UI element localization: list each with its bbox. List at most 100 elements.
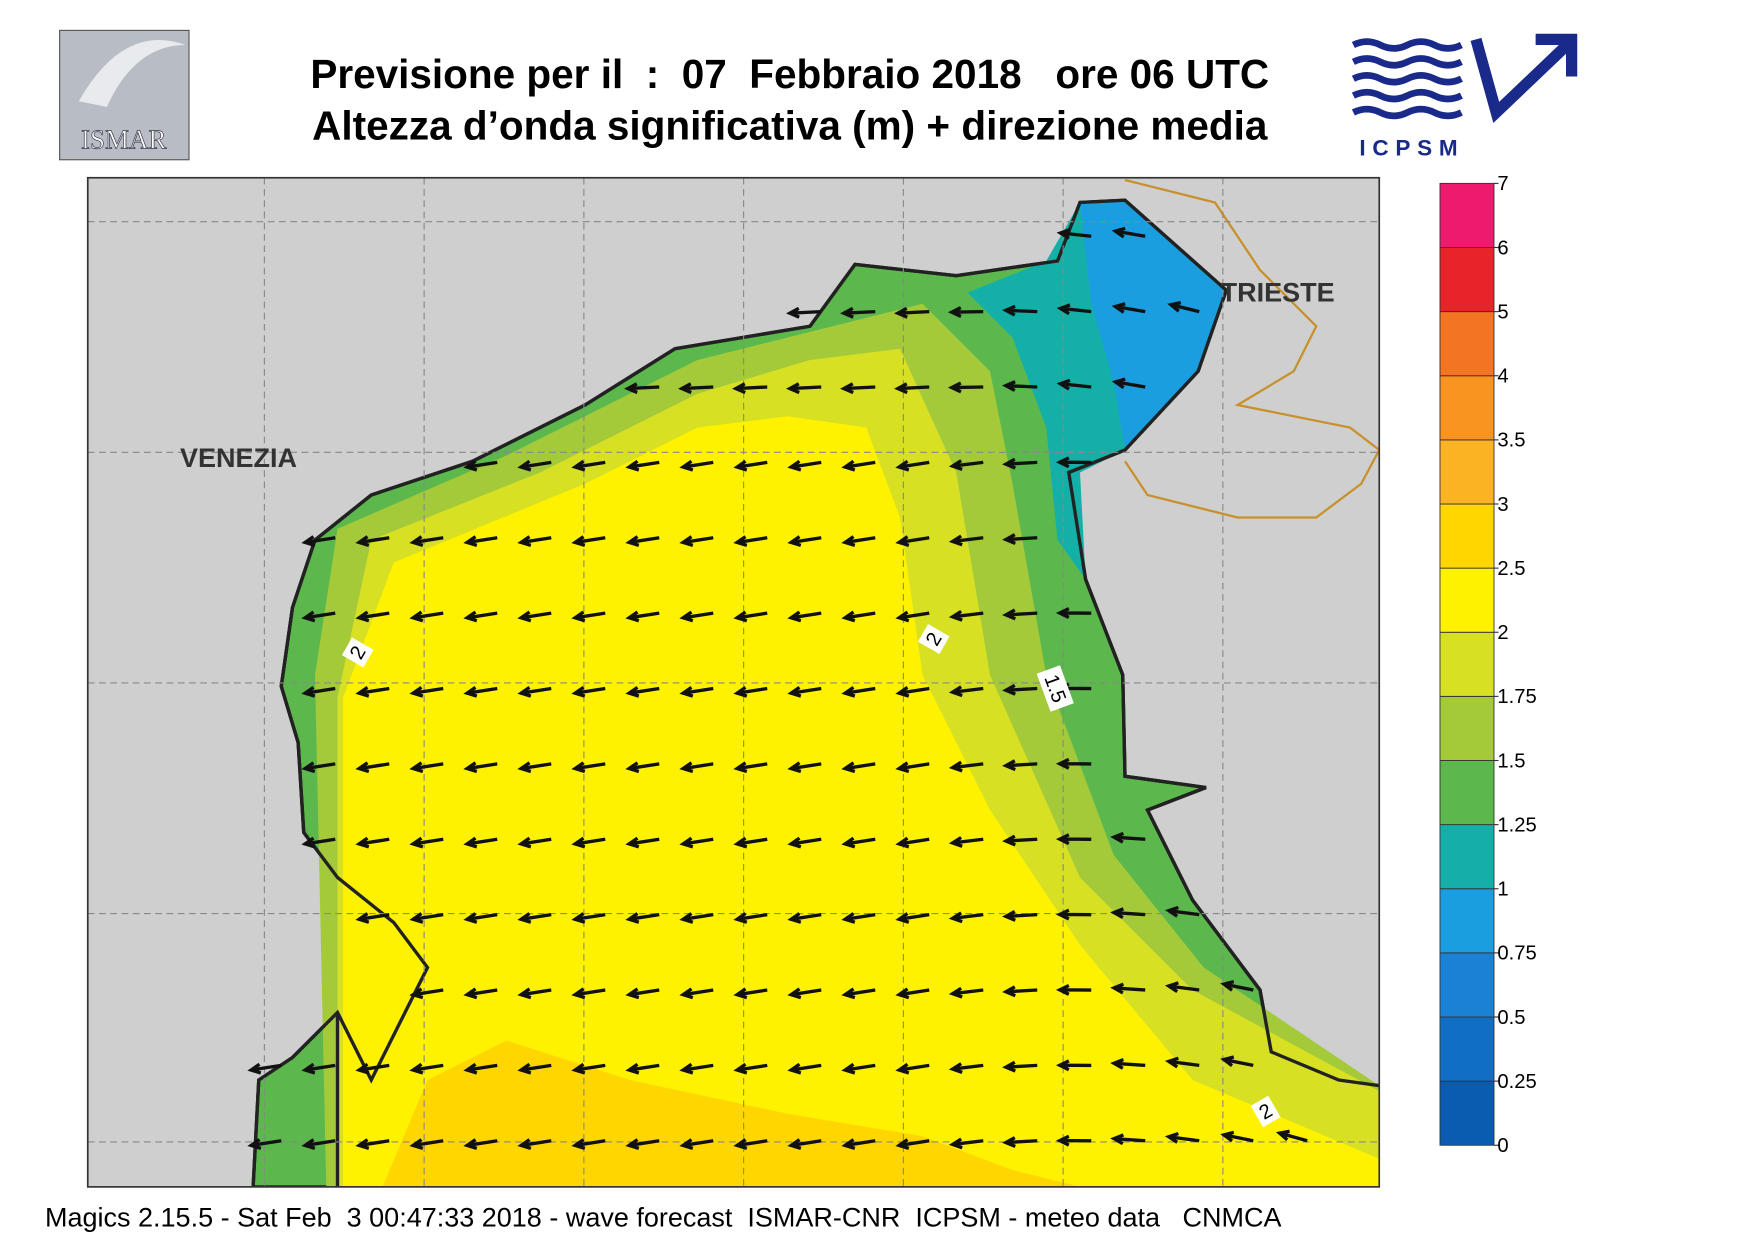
legend-band bbox=[1439, 182, 1495, 248]
direction-arrow bbox=[517, 987, 552, 1000]
direction-arrow bbox=[895, 459, 930, 472]
direction-arrow bbox=[786, 306, 822, 319]
direction-arrow bbox=[571, 836, 606, 849]
direction-arrow bbox=[1002, 834, 1038, 847]
direction-arrow bbox=[1220, 1055, 1254, 1068]
direction-arrow bbox=[895, 1138, 930, 1150]
direction-arrow bbox=[517, 1138, 552, 1150]
direction-arrow bbox=[517, 912, 552, 924]
logo-text: ICPSM bbox=[1359, 135, 1464, 160]
direction-arrow bbox=[895, 686, 930, 698]
direction-arrow bbox=[571, 912, 606, 924]
direction-arrow bbox=[787, 912, 822, 924]
direction-arrow bbox=[840, 306, 876, 319]
map-frame bbox=[86, 176, 1381, 1188]
direction-arrow bbox=[733, 912, 768, 924]
direction-arrow bbox=[679, 610, 714, 623]
direction-arrow bbox=[409, 535, 444, 547]
direction-arrow bbox=[301, 610, 336, 623]
direction-arrow bbox=[247, 1062, 282, 1075]
direction-arrow bbox=[1111, 377, 1146, 390]
icpsm-logo: ICPSM bbox=[1351, 33, 1578, 160]
legend-band bbox=[1439, 503, 1495, 569]
legend-band bbox=[1439, 760, 1495, 826]
direction-arrow bbox=[625, 912, 660, 924]
direction-arrow bbox=[894, 382, 930, 395]
direction-arrow bbox=[733, 1062, 768, 1075]
direction-arrow bbox=[679, 459, 714, 472]
direction-arrow bbox=[571, 459, 606, 472]
direction-arrow bbox=[948, 534, 984, 547]
legend-tick-label: 5 bbox=[1497, 301, 1508, 323]
color-legend: 0 0.25 0.5 0.75 1 1.25 1.5 1.75 2 2.5 3 3.5 4 5 6 7 bbox=[1439, 173, 1537, 1157]
direction-arrow bbox=[1055, 833, 1092, 846]
legend-band bbox=[1439, 952, 1495, 1018]
direction-arrow bbox=[679, 987, 714, 1000]
direction-arrow bbox=[733, 610, 768, 623]
direction-arrow bbox=[517, 686, 552, 698]
direction-arrow bbox=[517, 761, 552, 774]
direction-arrow bbox=[1164, 981, 1200, 993]
ismar-logo: ISMAR bbox=[59, 29, 190, 161]
direction-arrow bbox=[409, 912, 444, 924]
direction-arrow bbox=[733, 836, 768, 849]
legend-band bbox=[1439, 631, 1495, 697]
direction-arrow bbox=[895, 912, 930, 924]
direction-arrow bbox=[894, 306, 930, 319]
direction-arrow bbox=[247, 1138, 282, 1150]
legend-band bbox=[1439, 695, 1495, 761]
direction-arrow bbox=[895, 610, 930, 623]
city-label: TRIESTE bbox=[1221, 278, 1335, 308]
direction-arrow bbox=[625, 1062, 660, 1075]
footer: Magics 2.15.5 - Sat Feb 3 00:47:33 2018 … bbox=[45, 1202, 1282, 1232]
direction-arrow bbox=[733, 1138, 768, 1150]
direction-arrow bbox=[948, 1137, 984, 1150]
direction-arrow bbox=[301, 686, 336, 698]
legend-band bbox=[1439, 439, 1495, 505]
direction-arrow bbox=[678, 382, 714, 395]
legend-band bbox=[1439, 311, 1495, 377]
legend-tick-label: 6 bbox=[1497, 237, 1508, 259]
direction-arrow bbox=[679, 686, 714, 698]
direction-arrow bbox=[355, 912, 390, 924]
direction-arrow bbox=[787, 686, 822, 698]
direction-arrow bbox=[1110, 1133, 1146, 1146]
graticule bbox=[87, 177, 1380, 1187]
direction-arrow bbox=[301, 836, 336, 849]
direction-arrow bbox=[625, 836, 660, 849]
direction-arrow bbox=[1220, 980, 1254, 992]
direction-arrow bbox=[301, 761, 336, 774]
direction-arrow bbox=[1056, 227, 1092, 240]
direction-arrow bbox=[1164, 1056, 1200, 1069]
direction-arrow bbox=[947, 381, 984, 394]
direction-arrow bbox=[301, 1062, 336, 1075]
direction-arrow bbox=[733, 535, 768, 547]
direction-arrow bbox=[732, 382, 768, 395]
legend-tick-label: 1 bbox=[1497, 879, 1508, 901]
direction-arrow bbox=[1055, 607, 1092, 619]
direction-arrow bbox=[1055, 1134, 1092, 1147]
direction-arrow bbox=[948, 685, 984, 698]
direction-arrow bbox=[1001, 380, 1038, 392]
direction-arrow bbox=[517, 610, 552, 623]
direction-arrow bbox=[1164, 1131, 1200, 1144]
direction-arrow bbox=[787, 836, 822, 849]
direction-arrow bbox=[1055, 983, 1092, 996]
direction-arrow bbox=[786, 382, 822, 395]
direction-arrows bbox=[247, 226, 1308, 1150]
direction-arrow bbox=[624, 382, 660, 395]
legend-tick-label: 0.75 bbox=[1497, 943, 1536, 965]
direction-arrow bbox=[1002, 985, 1038, 998]
direction-arrow bbox=[787, 1138, 822, 1150]
legend-tick-label: 0 bbox=[1497, 1135, 1508, 1157]
direction-arrow bbox=[1002, 683, 1038, 696]
direction-arrow bbox=[948, 1062, 984, 1074]
direction-arrow bbox=[787, 761, 822, 774]
direction-arrow bbox=[355, 535, 390, 547]
direction-arrow bbox=[1110, 831, 1146, 844]
direction-arrow bbox=[1002, 1060, 1038, 1073]
direction-arrow bbox=[1002, 608, 1038, 621]
direction-arrow bbox=[841, 686, 876, 698]
direction-arrow bbox=[409, 686, 444, 698]
